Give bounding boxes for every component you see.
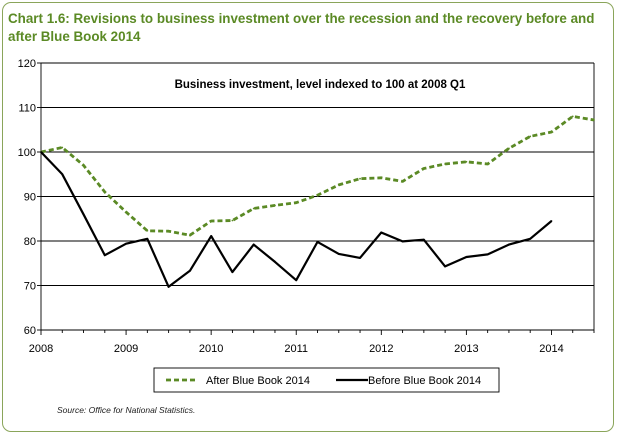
data-point-0-20: [465, 160, 468, 163]
data-point-1-20: [465, 256, 468, 258]
y-tick-label-80: 80: [24, 236, 36, 248]
x-tick-label-2012: 2012: [369, 343, 393, 355]
data-point-0-2: [82, 164, 85, 167]
data-point-1-0: [40, 151, 42, 153]
x-tick-label-2014: 2014: [539, 343, 563, 355]
data-point-1-2: [82, 213, 85, 216]
data-point-0-8: [210, 220, 213, 222]
data-point-0-11: [274, 204, 276, 207]
legend-after-blue-book-2014-label: After Blue Book 2014: [206, 375, 310, 387]
data-point-0-7: [188, 234, 191, 237]
legend-box: [153, 367, 500, 393]
x-tick-label-2013: 2013: [454, 343, 478, 355]
data-point-1-22: [508, 243, 510, 246]
data-point-0-6: [167, 230, 170, 233]
data-point-1-19: [444, 265, 447, 268]
data-point-1-16: [380, 231, 383, 234]
data-point-0-26: [593, 119, 595, 121]
chart-frame: [2, 2, 614, 432]
data-point-1-23: [529, 237, 532, 240]
data-point-0-4: [125, 211, 127, 213]
legend-before-blue-book-2014-label: Before Blue Book 2014: [368, 375, 481, 387]
data-point-0-15: [359, 177, 361, 180]
data-point-0-10: [252, 207, 255, 210]
data-point-1-15: [359, 257, 361, 259]
data-point-1-5: [146, 237, 149, 240]
data-point-0-3: [103, 191, 106, 193]
y-tick-label-110: 110: [18, 103, 36, 115]
data-point-1-3: [103, 254, 106, 257]
y-tick-label-90: 90: [24, 192, 36, 204]
series-line-before-blue-book-2014: [40, 151, 553, 288]
data-point-0-18: [422, 167, 425, 170]
data-point-1-11: [274, 261, 276, 263]
data-point-0-22: [508, 147, 510, 150]
series-line-after-blue-book-2014: [40, 115, 595, 237]
data-point-1-17: [401, 240, 404, 243]
data-point-1-6: [167, 285, 170, 288]
x-tick-label-2011: 2011: [284, 343, 308, 355]
data-point-0-17: [401, 180, 404, 183]
data-point-1-7: [188, 269, 191, 272]
data-point-1-9: [231, 271, 234, 274]
chart-subtitle: Business investment, level indexed to 10…: [175, 79, 466, 91]
data-point-1-10: [252, 243, 255, 246]
y-tick-label-120: 120: [18, 58, 36, 70]
source-note: Source: Office for National Statistics.: [57, 405, 196, 415]
x-tick-label-2010: 2010: [199, 343, 223, 355]
data-point-0-9: [231, 219, 234, 222]
data-point-1-8: [210, 235, 213, 238]
data-point-1-1: [61, 173, 64, 176]
data-point-0-23: [529, 135, 532, 138]
y-tick-label-60: 60: [24, 325, 36, 337]
data-point-0-19: [444, 163, 447, 165]
data-point-0-21: [486, 163, 489, 165]
data-point-1-14: [337, 253, 340, 255]
data-point-0-16: [380, 176, 383, 179]
chart-title: Chart 1.6: Revisions to business investm…: [8, 11, 595, 44]
data-point-0-25: [571, 115, 574, 118]
data-point-1-4: [125, 242, 127, 245]
data-point-1-24: [550, 220, 553, 222]
data-point-1-13: [316, 240, 319, 243]
data-point-0-24: [550, 131, 553, 133]
data-point-0-1: [61, 146, 64, 149]
data-point-1-12: [295, 279, 298, 282]
data-point-1-21: [486, 253, 489, 256]
y-tick-label-100: 100: [18, 147, 36, 159]
data-point-0-14: [337, 184, 340, 186]
x-tick-label-2008: 2008: [29, 343, 53, 355]
data-point-0-12: [295, 201, 298, 204]
data-point-0-5: [146, 229, 149, 232]
data-point-1-18: [422, 238, 425, 241]
data-point-0-13: [316, 194, 319, 197]
y-tick-label-70: 70: [24, 281, 36, 293]
x-tick-label-2009: 2009: [114, 343, 138, 355]
